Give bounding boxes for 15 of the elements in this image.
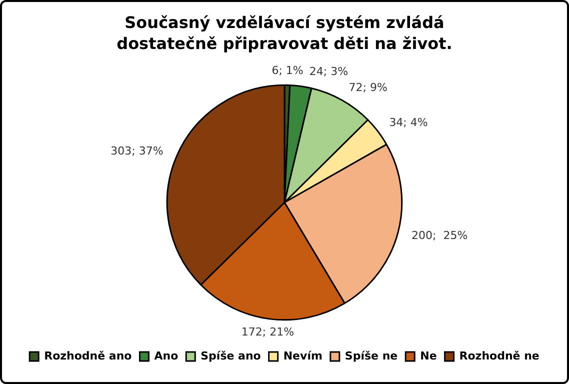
legend-label: Rozhodně ano — [44, 349, 132, 362]
data-label: 6; 1% — [272, 64, 304, 78]
data-label: 172; 21% — [241, 326, 294, 339]
data-label: 72; 9% — [348, 80, 388, 94]
legend-label: Nevím — [283, 349, 322, 362]
legend-label: Rozhodně ne — [459, 349, 540, 362]
data-label: 200; 25% — [412, 228, 468, 242]
legend-label: Ne — [420, 349, 437, 362]
data-label: 303; 37% — [110, 144, 164, 158]
legend-label: Spíše ano — [200, 349, 262, 362]
legend-label: Ano — [154, 349, 179, 362]
chart-title: Současný vzdělávací systém zvládá dostatečně připravovat děti na život. — [116, 12, 454, 54]
data-label: 24; 3% — [309, 65, 348, 78]
data-label: 34; 4% — [389, 116, 428, 129]
legend-label: Spíše ne — [344, 349, 398, 362]
